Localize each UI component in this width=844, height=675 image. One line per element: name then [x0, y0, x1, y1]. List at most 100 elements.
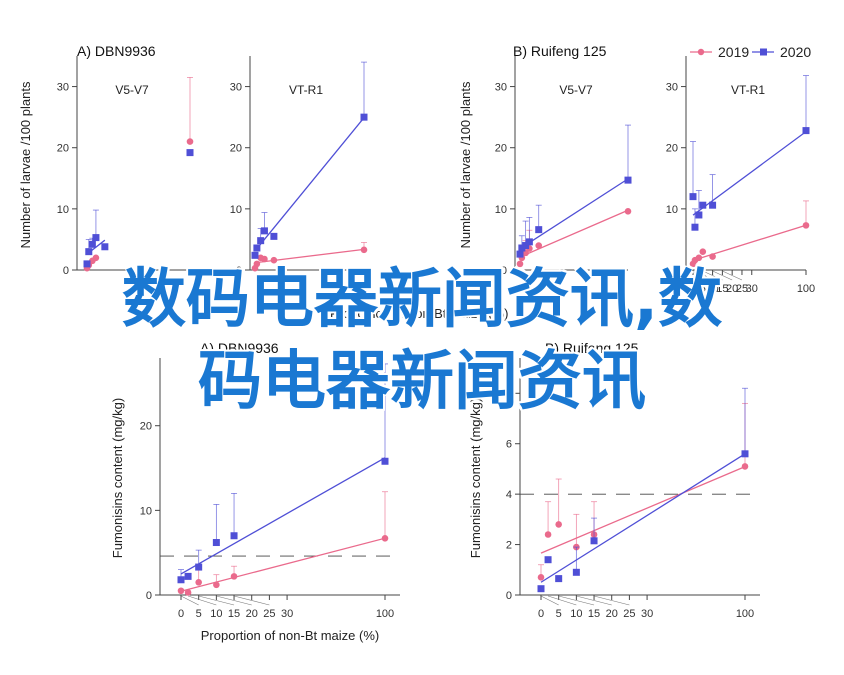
data-point-2019	[537, 574, 545, 581]
x-tick-connector	[712, 270, 733, 281]
data-point-2019	[230, 573, 238, 580]
x-tick-connector	[540, 595, 559, 606]
data-point-2019	[177, 587, 185, 595]
y-axis-label: Number of larvae /100 plants	[458, 81, 473, 248]
x-tick-connector	[187, 595, 217, 606]
y-tick-label: 8	[506, 388, 512, 400]
y-tick-label: 10	[140, 505, 152, 517]
data-point-2020	[381, 457, 389, 465]
legend-entry-2019: 2019	[690, 44, 749, 60]
x-tick-connector	[180, 595, 199, 606]
x-tick-label: 15	[588, 608, 600, 620]
data-point-2020	[257, 237, 265, 245]
x-tick-label: 25	[736, 283, 748, 295]
data-point-2020	[195, 563, 203, 571]
data-point-2019	[695, 254, 703, 262]
data-point-2019	[186, 138, 194, 145]
x-tick-label: 5	[196, 608, 202, 620]
series-2019	[186, 77, 194, 145]
x-tick-label: 15	[228, 608, 240, 620]
y-axis-label: Fumonisins content (mg/kg)	[110, 398, 125, 558]
legend-marker-2020	[760, 48, 767, 56]
legend-label-2020: 2020	[780, 44, 811, 60]
data-point-2020	[88, 240, 96, 248]
series-2019	[537, 402, 749, 581]
x-tick-connector	[696, 270, 713, 281]
x-tick-label: 25	[623, 608, 635, 620]
x-tick-connector	[547, 595, 577, 606]
x-tick-label: 100	[797, 283, 815, 295]
x-tick-connector	[722, 270, 743, 281]
x-tick-label: 100	[376, 608, 394, 620]
data-point-2019	[624, 208, 632, 215]
data-point-2019	[195, 579, 202, 586]
x-tick-label: 15	[716, 283, 728, 295]
data-point-2020	[83, 260, 91, 268]
data-point-2019	[253, 260, 261, 268]
x-tick-connector	[593, 595, 630, 606]
data-point-2019	[741, 463, 749, 470]
y-tick-label: 0	[672, 265, 678, 277]
y-tick-label: 0	[146, 590, 152, 602]
data-point-2020	[360, 113, 368, 121]
chart-panel-0: 0 10 20 30 A) DBN9936 V5-V7 Number of larvae /…	[18, 43, 508, 321]
data-point-2020	[699, 201, 707, 209]
data-point-2019	[261, 255, 268, 263]
y-tick-label: 30	[57, 82, 69, 94]
data-point-2019	[360, 246, 368, 254]
y-axis-label: Fumonisins content (mg/kg)	[468, 398, 483, 558]
data-point-2020	[522, 242, 530, 250]
y-tick-label: 0	[506, 590, 512, 602]
panel-title: A) DBN9936	[200, 340, 279, 356]
chart-panel-1: 0 10 20 30 VT-R1	[230, 56, 368, 277]
y-tick-label: 20	[495, 143, 507, 155]
x-tick-connector	[702, 270, 723, 281]
legend-label-2019: 2019	[718, 44, 749, 60]
y-tick-label: 0	[501, 265, 507, 277]
x-tick-label: 0	[538, 608, 544, 620]
x-axis-label: Proportion of non-Bt maize (%)	[330, 306, 508, 321]
legend: 2019 2020	[690, 44, 811, 60]
series-2020	[689, 75, 810, 231]
x-tick-connector	[576, 595, 612, 606]
data-point-2020	[741, 450, 749, 458]
x-tick-label: 30	[281, 608, 293, 620]
data-point-2020	[555, 575, 563, 583]
data-point-2020	[518, 244, 526, 252]
y-tick-label: 6	[506, 439, 512, 451]
y-tick-label: 0	[63, 265, 69, 277]
y-tick-label: 2	[506, 540, 512, 552]
trend-line-2020	[180, 457, 386, 575]
trend-line-2019	[180, 537, 386, 592]
data-point-2020	[212, 539, 220, 547]
y-tick-label: 20	[140, 421, 152, 433]
data-point-2020	[624, 176, 632, 184]
trend-line-2020	[692, 131, 807, 216]
panel-title: B) Ruifeng 125	[513, 43, 607, 59]
x-tick-label: 5	[700, 283, 706, 295]
y-tick-label: 10	[666, 204, 678, 216]
x-tick-connector	[558, 595, 595, 606]
y-tick-label: 30	[495, 82, 507, 94]
data-point-2020	[270, 232, 278, 240]
trend-line-2019	[540, 465, 746, 554]
data-point-2019	[381, 534, 389, 542]
y-tick-label: 10	[495, 204, 507, 216]
x-tick-connector	[216, 595, 252, 606]
data-point-2019	[699, 248, 707, 255]
data-point-2020	[802, 127, 810, 135]
trend-line-2020	[519, 178, 629, 250]
x-tick-label: 10	[210, 608, 222, 620]
panel-title: B) Ruifeng 125	[545, 340, 639, 356]
panel-subtitle: V5-V7	[115, 83, 149, 97]
panel-title: A) DBN9936	[77, 43, 156, 59]
x-tick-label: 20	[606, 608, 618, 620]
series-2019	[516, 208, 632, 268]
data-point-2020	[177, 576, 185, 584]
trend-line-2019	[519, 209, 629, 258]
series-2020	[177, 363, 389, 584]
chart-panel-2: 0 10 20 30 B) Ruifeng 125 V5-V7 Number of larv…	[458, 43, 632, 277]
y-tick-label: 20	[57, 143, 69, 155]
